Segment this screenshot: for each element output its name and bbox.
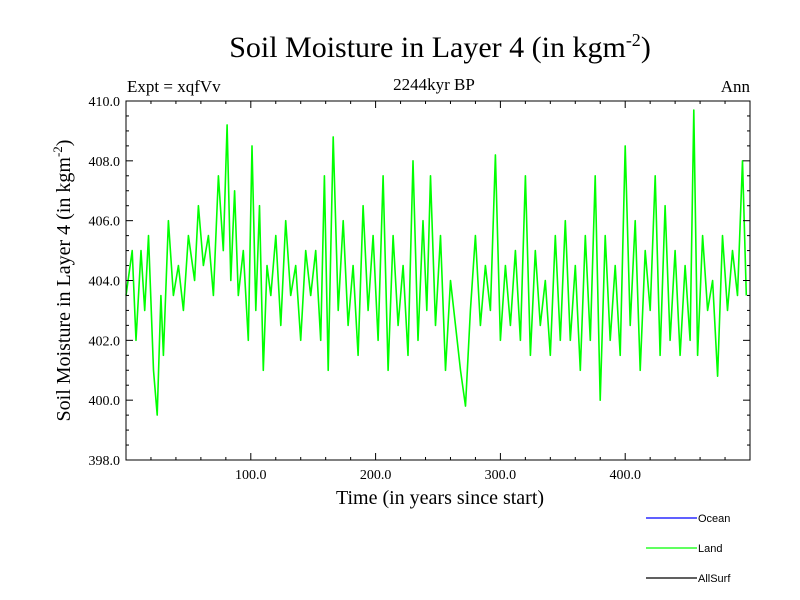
series-line-land [125,109,748,416]
y-tick-label: 410.0 [89,95,121,110]
legend-label-land: Land [698,543,722,555]
y-tick-label: 402.0 [89,334,121,349]
y-axis-label: Soil Moisture in Layer 4 (in kgm-2) [50,140,75,422]
y-tick-label: 406.0 [89,215,121,230]
legend-label-ocean: Ocean [698,513,730,525]
chart-title-main: Soil Moisture in Layer 4 (in kgm [229,31,626,64]
x-tick-label: 100.0 [235,468,267,483]
chart-title-close: ) [640,31,651,64]
legend-label-allsurf: AllSurf [698,573,731,585]
x-tick-label: 300.0 [485,468,517,483]
y-tick-label: 408.0 [89,155,121,170]
experiment-label: Expt = xqfVv [127,77,221,96]
y-tick-label: 400.0 [89,394,121,409]
chart-subtitle: 2244kyr BP [393,75,475,94]
y-tick-label: 404.0 [89,275,121,290]
x-tick-label: 400.0 [609,468,641,483]
y-tick-label: 398.0 [89,454,121,469]
chart-title-superscript: -2 [625,30,641,50]
x-axis-label: Time (in years since start) [336,487,544,509]
season-label: Ann [720,77,750,96]
x-tick-label: 200.0 [360,468,392,483]
chart-title: Soil Moisture in Layer 4 (in kgm-2) [0,30,800,65]
